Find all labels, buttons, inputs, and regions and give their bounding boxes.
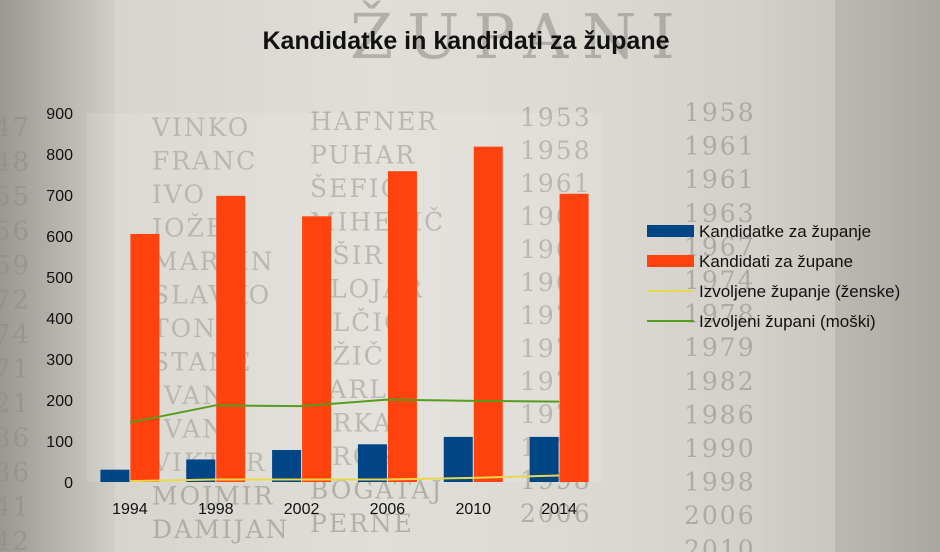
plaque-year-to: 1963 [684,199,756,228]
plaque-first-name: MOJMIR [152,482,274,511]
plaque-first-name: JOŽE [149,214,226,243]
plaque-last-name: MIHELIČ [310,208,445,237]
plaque-year-to: 1978 [684,300,756,329]
y-tick-label: 400 [46,311,73,328]
plaque-year-to: 1998 [684,468,756,497]
x-tick-label: 1994 [112,501,148,518]
plaque-year-to: 1961 [684,165,756,194]
bar-kandidatke [272,450,302,482]
bar-kandidatke [443,436,473,482]
y-tick-label: 200 [46,393,73,410]
plaque-first-name: IVO [152,180,206,209]
plaque-last-name: PERNE [310,509,414,538]
plaque-left-number: 56 [0,217,31,247]
plaque-left-number: 72 [0,286,31,316]
plaque-left-number: 47 [0,113,31,143]
bar-kandidati [473,146,503,482]
plaque-left-number: 36 [0,424,31,454]
bar-kandidatke [357,444,387,482]
plaque-year-to: 1986 [684,400,756,429]
plaque-left-number: 42 [0,527,31,552]
line-izvoljene-zupanje [129,474,560,483]
y-tick-label: 100 [46,434,73,451]
x-tick-label: 2006 [370,501,406,518]
y-tick-label: 700 [46,188,73,205]
x-axis: 1994 1998 2002 2006 2010 2014 [112,501,577,518]
plaque-year-to: 1990 [684,434,756,463]
plot-area [87,113,602,482]
bars [100,146,589,482]
plaque-last-name: PUHAR [310,141,416,170]
plaque-year-to: 1967 [684,232,756,261]
plaque-heading: ŽUPANI [350,0,689,73]
plaque-left-number: 41 [0,493,31,523]
legend-label: Kandidati za župane [699,252,853,271]
plaque-left-number: 36 [0,458,31,488]
plaque-left-number: 21 [0,389,31,419]
legend: Kandidatke za županje Kandidati za župane… [647,222,900,331]
plaque-year-to: 1974 [684,266,756,295]
plaque-year-to: 1982 [684,367,756,396]
bar-kandidati [216,195,246,482]
plaque-year-to: 2006 [684,501,756,530]
bar-kandidati [302,216,332,482]
plaque-first-name: SLAVKO [152,281,271,310]
plaque-year-to: 1961 [684,132,756,161]
bar-kandidati [130,233,160,482]
y-tick-label: 900 [46,106,73,123]
line-izvoljeni-zupani [129,398,560,424]
plaque-year-to: 2010 [684,535,756,552]
plaque-first-name: MARTIN [152,247,274,276]
y-tick-label: 0 [64,475,73,492]
plaque-left-number: 48 [0,148,31,178]
plaque-first-name: FRANC [152,147,257,176]
plaque-year-from: 1961 [520,169,592,198]
plaque-year-from: 1953 [520,103,592,132]
plaque-left-number: 59 [0,251,31,281]
y-tick-label: 500 [46,270,73,287]
bar-kandidati [387,171,417,482]
y-tick-label: 800 [46,147,73,164]
bar-kandidatke [100,469,130,482]
plaque-year-from: 2006 [520,499,592,528]
plaque-first-name: IVAN [152,415,226,444]
legend-label: Izvoljeni župani (moški) [699,312,876,331]
x-tick-label: 2014 [541,501,577,518]
legend-label: Kandidatke za županje [699,222,871,241]
bar-kandidatke [186,459,216,482]
y-axis: 0 100 200 300 400 500 600 700 800 900 [46,106,73,492]
plaque-left-number: 71 [0,355,31,385]
bar-kandidatke [529,436,559,482]
plaque-first-name: VINKO [151,113,250,142]
plaque-first-name: DAMIJAN [152,515,290,544]
plaque-left-number: 74 [0,320,31,350]
plaque-last-name: HAFNER [310,107,438,136]
x-tick-label: 2002 [284,501,320,518]
plaque-year-from: 1958 [520,136,592,165]
x-tick-label: 1998 [198,501,234,518]
x-tick-label: 2010 [455,501,491,518]
y-tick-label: 300 [46,352,73,369]
plaque-year-to: 1979 [684,333,756,362]
legend-label: Izvoljene županje (ženske) [699,282,900,301]
plaque-year-to: 1958 [684,98,756,127]
bar-kandidati [559,193,589,482]
plaque-left-number: 55 [0,182,31,212]
lines [129,398,560,483]
plaque-last-name: ŠEFIC [310,174,402,203]
legend-swatch [647,225,694,237]
y-tick-label: 600 [46,229,73,246]
legend-swatch [647,255,694,267]
chart-title: Kandidatke in kandidati za župane [262,27,669,55]
